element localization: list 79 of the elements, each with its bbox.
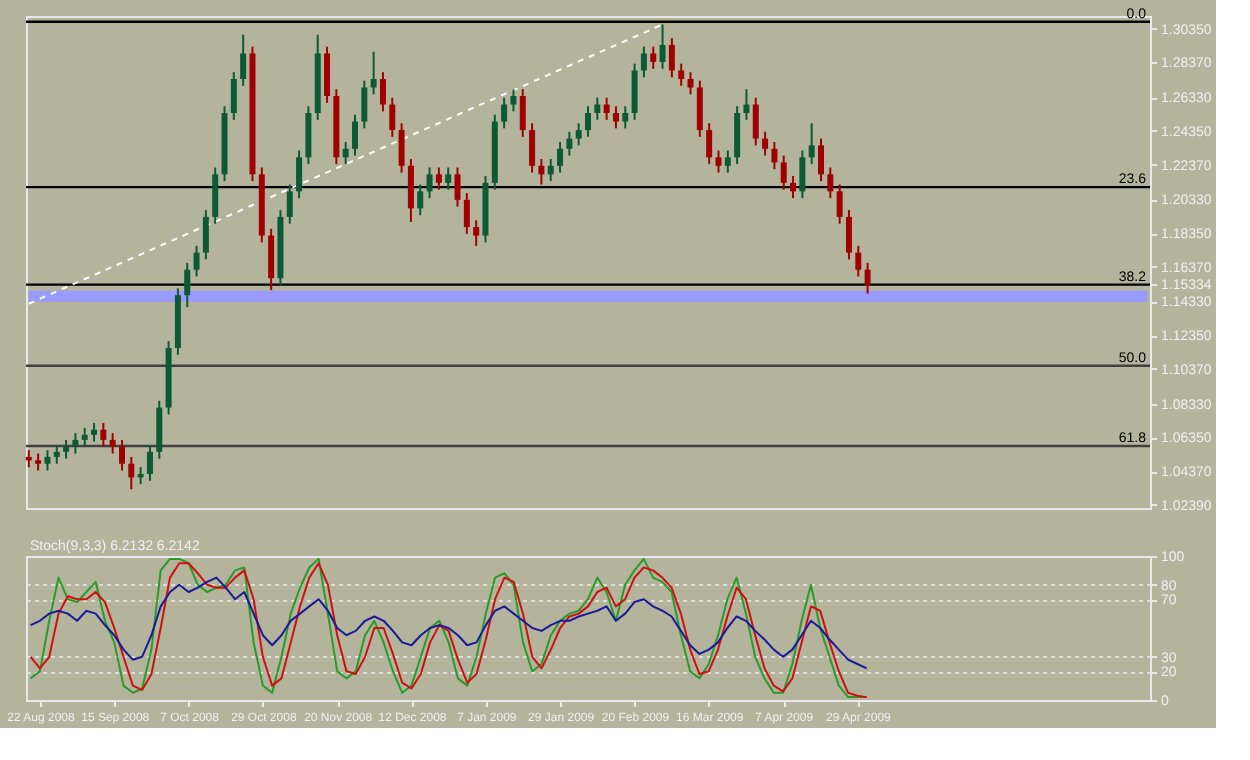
candlestick bbox=[547, 158, 554, 183]
candlestick bbox=[324, 45, 331, 104]
candlestick bbox=[585, 105, 591, 138]
candlestick bbox=[622, 105, 629, 130]
candlestick bbox=[510, 88, 517, 113]
candlestick bbox=[519, 88, 526, 138]
candlestick bbox=[566, 130, 573, 157]
candlestick bbox=[557, 140, 564, 174]
candlestick bbox=[352, 113, 358, 157]
candlestick bbox=[435, 166, 442, 191]
candlestick bbox=[734, 105, 741, 166]
candlestick bbox=[193, 244, 200, 278]
candlestick bbox=[72, 432, 79, 455]
candlestick bbox=[407, 158, 414, 223]
candlestick bbox=[836, 183, 843, 225]
candlestick bbox=[184, 261, 191, 309]
candlestick bbox=[845, 209, 852, 261]
candlestick bbox=[389, 96, 396, 138]
candlestick bbox=[109, 432, 116, 455]
candlestick bbox=[342, 140, 349, 166]
candlestick bbox=[603, 96, 610, 121]
candlestick bbox=[855, 244, 862, 278]
candlestick bbox=[864, 261, 871, 295]
candlestick bbox=[808, 122, 815, 166]
candlestick bbox=[305, 105, 312, 166]
candlestick bbox=[668, 37, 675, 79]
candlestick bbox=[53, 444, 60, 465]
candlestick bbox=[659, 23, 666, 70]
candlestick bbox=[594, 96, 601, 121]
candlestick bbox=[417, 183, 424, 217]
candlestick bbox=[715, 149, 722, 174]
candlestick bbox=[212, 166, 219, 225]
candlestick bbox=[286, 183, 293, 225]
candlestick bbox=[771, 140, 778, 171]
candlestick bbox=[268, 227, 275, 292]
candlestick bbox=[119, 438, 125, 472]
candlestick bbox=[426, 166, 433, 200]
candlestick bbox=[156, 399, 163, 460]
candlestick bbox=[724, 149, 731, 174]
candlestick bbox=[296, 149, 303, 200]
candlestick bbox=[128, 455, 135, 491]
candlestick bbox=[379, 71, 386, 113]
candlestick bbox=[678, 62, 685, 87]
candlestick bbox=[827, 166, 834, 200]
candlestick bbox=[529, 122, 536, 174]
candlestick bbox=[454, 166, 461, 208]
candlestick bbox=[650, 45, 657, 70]
candlestick bbox=[370, 50, 377, 96]
candlestick bbox=[752, 96, 759, 147]
candlestick bbox=[696, 79, 703, 138]
candlestick bbox=[612, 105, 619, 130]
line-series bbox=[29, 576, 868, 670]
candlestick bbox=[44, 449, 51, 472]
candlestick bbox=[799, 149, 806, 200]
candlestick bbox=[398, 122, 405, 174]
candlestick bbox=[202, 209, 209, 261]
candlestick bbox=[63, 438, 70, 460]
candlestick bbox=[575, 122, 582, 147]
candlestick bbox=[743, 88, 750, 121]
candlestick bbox=[81, 426, 88, 448]
candlestick bbox=[100, 421, 107, 448]
candlestick bbox=[463, 192, 470, 235]
candlestick bbox=[445, 166, 452, 191]
candlestick bbox=[361, 79, 368, 130]
candlestick bbox=[230, 71, 237, 121]
candlestick bbox=[538, 158, 545, 186]
candlestick bbox=[631, 62, 638, 121]
candlestick bbox=[780, 154, 787, 191]
candlestick bbox=[473, 219, 480, 247]
candlestick bbox=[240, 33, 247, 87]
candlestick bbox=[762, 130, 769, 157]
candlestick bbox=[640, 45, 647, 79]
candlestick bbox=[501, 96, 508, 130]
candlestick bbox=[818, 137, 824, 183]
candlestick bbox=[91, 421, 98, 443]
candlestick bbox=[687, 71, 694, 96]
candlestick bbox=[706, 122, 713, 166]
candlestick bbox=[146, 444, 153, 482]
candlestick bbox=[790, 175, 797, 200]
